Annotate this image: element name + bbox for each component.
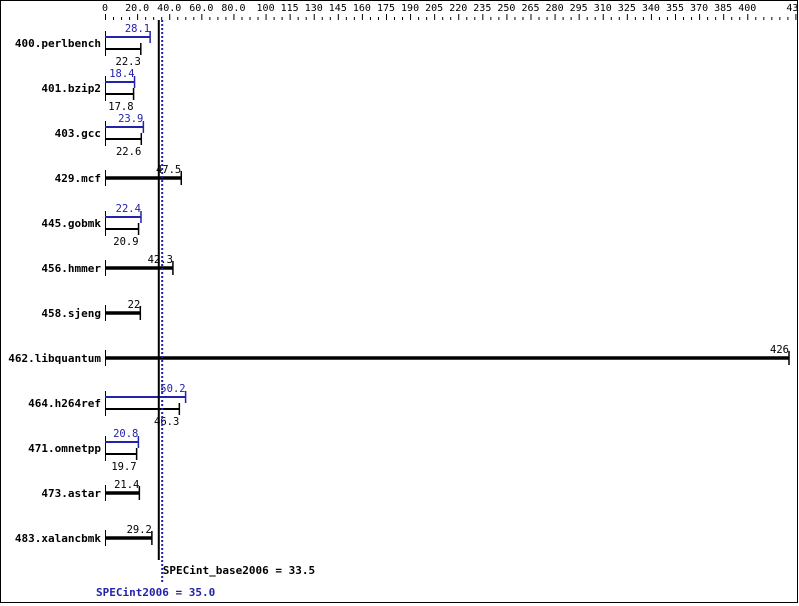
benchmark-label: 456.hmmer — [41, 262, 101, 275]
peak-value-label: 22.4 — [116, 203, 141, 215]
x-tick-label: 340 — [642, 3, 660, 14]
peak-value-label: 20.8 — [113, 428, 138, 440]
x-tick-label: 220 — [449, 3, 467, 14]
x-tick-label: 265 — [521, 3, 539, 14]
x-tick-label: 115 — [281, 3, 299, 14]
x-tick-label: 310 — [594, 3, 612, 14]
base-value-label: 17.8 — [108, 101, 133, 113]
benchmark-label: 429.mcf — [55, 172, 101, 185]
base-value-label: 42.3 — [148, 254, 173, 266]
benchmark-label: 462.libquantum — [8, 352, 101, 365]
x-tick-label: 325 — [618, 3, 636, 14]
x-tick-label: 160 — [353, 3, 371, 14]
x-tick-label: 400 — [738, 3, 756, 14]
peak-value-label: 28.1 — [125, 23, 150, 35]
peak-value-label: 18.4 — [109, 68, 134, 80]
x-tick-label: 100 — [257, 3, 275, 14]
peak-score-label: SPECint2006 = 35.0 — [96, 586, 215, 599]
base-score-label: SPECint_base2006 = 33.5 — [163, 564, 315, 577]
x-tick-label: 250 — [497, 3, 515, 14]
base-value-label: 46.3 — [154, 416, 179, 428]
x-tick-label: 0 — [102, 3, 108, 14]
base-value-label: 22.3 — [116, 56, 141, 68]
x-tick-label: 190 — [401, 3, 419, 14]
benchmark-label: 483.xalancbmk — [15, 532, 101, 545]
x-tick-label: 175 — [377, 3, 395, 14]
base-value-label: 29.2 — [127, 524, 152, 536]
base-value-label: 22.6 — [116, 146, 141, 158]
x-tick-label: 430 — [786, 3, 799, 14]
x-tick-label: 60.0 — [189, 3, 213, 14]
x-tick-label: 40.0 — [157, 3, 181, 14]
x-tick-label: 385 — [714, 3, 732, 14]
x-tick-label: 205 — [425, 3, 443, 14]
benchmark-label: 464.h264ref — [28, 397, 101, 410]
benchmark-label: 473.astar — [41, 487, 101, 500]
base-value-label: 21.4 — [114, 479, 139, 491]
x-tick-label: 295 — [570, 3, 588, 14]
base-value-label: 19.7 — [111, 461, 136, 473]
base-value-label: 426 — [770, 344, 789, 356]
benchmark-label: 471.omnetpp — [28, 442, 101, 455]
x-tick-label: 355 — [666, 3, 684, 14]
x-tick-label: 235 — [473, 3, 491, 14]
benchmark-label: 445.gobmk — [41, 217, 101, 230]
benchmark-label: 458.sjeng — [41, 307, 101, 320]
x-tick-label: 80.0 — [221, 3, 245, 14]
base-value-label: 20.9 — [113, 236, 138, 248]
base-value-label: 22 — [128, 299, 141, 311]
x-tick-label: 280 — [546, 3, 564, 14]
peak-value-label: 50.2 — [160, 383, 185, 395]
x-tick-label: 370 — [690, 3, 708, 14]
benchmark-label: 403.gcc — [55, 127, 101, 140]
x-tick-label: 20.0 — [125, 3, 149, 14]
x-tick-label: 130 — [305, 3, 323, 14]
benchmark-label: 400.perlbench — [15, 37, 101, 50]
benchmark-label: 401.bzip2 — [41, 82, 101, 95]
peak-value-label: 23.9 — [118, 113, 143, 125]
x-tick-label: 145 — [329, 3, 347, 14]
